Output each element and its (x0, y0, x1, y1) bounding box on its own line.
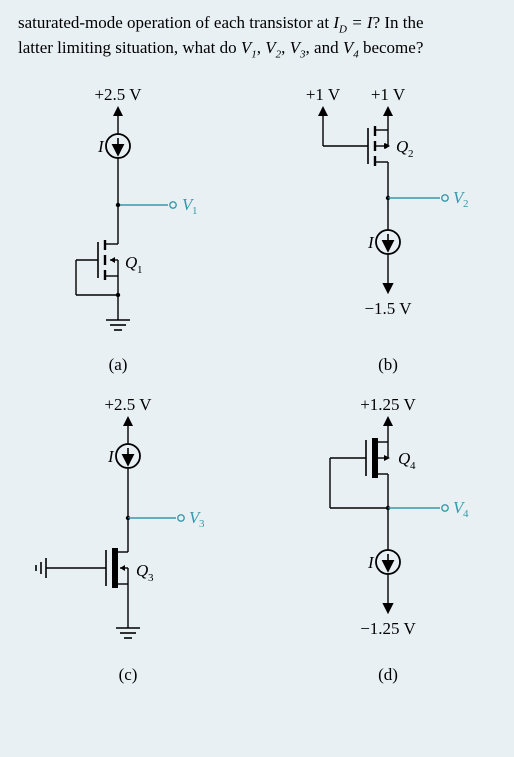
c-V3s: 3 (199, 518, 205, 530)
d-V4s: 4 (463, 508, 469, 520)
and: , and (306, 38, 343, 57)
V4: V (343, 38, 353, 57)
b-Q2s: 2 (408, 148, 414, 160)
q-line2-c: become? (359, 38, 424, 57)
circuit-c-svg: +2.5 V I V 3 Q 3 (c) (18, 390, 258, 700)
question-text: saturated-mode operation of each transis… (18, 12, 496, 62)
c-Q3: Q (136, 561, 148, 580)
a-transistor (76, 240, 120, 297)
q-line1-b: ? In the (373, 13, 424, 32)
c-v3-term (178, 515, 184, 521)
c-I: I (107, 447, 115, 466)
a-V1s: 1 (192, 205, 198, 217)
d-vtop: +1.25 V (360, 395, 416, 414)
b-vbot: −1.5 V (364, 299, 412, 318)
b-v2-term (442, 195, 448, 201)
a-Q1s: 1 (137, 264, 143, 276)
d-Q4s: 4 (410, 460, 416, 472)
circuit-a-svg: +2.5 V I V 1 Q 1 (18, 80, 258, 390)
V1: V (241, 38, 251, 57)
a-Q1: Q (125, 253, 137, 272)
circuit-a: +2.5 V I V 1 Q 1 (18, 80, 258, 390)
circuit-b: +1 V +1 V Q 2 V 2 I −1.5 V (b) (258, 80, 498, 390)
circuit-b-svg: +1 V +1 V Q 2 V 2 I −1.5 V (b) (258, 80, 498, 390)
circuit-d-svg: +1.25 V Q 4 V 4 I −1.25 V (d) (258, 390, 498, 700)
c-gate-ground-icon (36, 558, 63, 578)
q-line1-a: saturated-mode operation of each transis… (18, 13, 333, 32)
d-caption: (d) (378, 665, 398, 684)
c-Q3s: 3 (148, 572, 154, 584)
c-vtop: +2.5 V (104, 395, 152, 414)
b-vtopL: +1 V (306, 85, 341, 104)
b-V2s: 2 (463, 198, 469, 210)
b-I: I (367, 233, 375, 252)
c-transistor (63, 548, 128, 588)
eqI: = I (347, 13, 373, 32)
d-I: I (367, 553, 375, 572)
V2: V (265, 38, 275, 57)
a-caption: (a) (109, 355, 128, 374)
circuit-grid: +2.5 V I V 1 Q 1 (18, 80, 496, 700)
a-I: I (97, 137, 105, 156)
c-ground-icon (116, 628, 140, 638)
d-transistor (330, 438, 390, 508)
V3: V (290, 38, 300, 57)
q-line2-a: latter limiting situation, what do (18, 38, 241, 57)
d-v4-term (442, 505, 448, 511)
circuit-c: +2.5 V I V 3 Q 3 (c) (18, 390, 258, 700)
b-transistor (323, 126, 390, 166)
c-caption: (c) (119, 665, 138, 684)
comma1: , (257, 38, 266, 57)
a-vtop: +2.5 V (94, 85, 142, 104)
d-Q4: Q (398, 449, 410, 468)
b-vtopR: +1 V (371, 85, 406, 104)
d-vbot: −1.25 V (360, 619, 416, 638)
ID-D: D (339, 23, 347, 35)
circuit-d: +1.25 V Q 4 V 4 I −1.25 V (d) (258, 390, 498, 700)
b-caption: (b) (378, 355, 398, 374)
b-Q2: Q (396, 137, 408, 156)
a-ground-icon (106, 320, 130, 330)
a-v1-term (170, 202, 176, 208)
comma2: , (281, 38, 290, 57)
